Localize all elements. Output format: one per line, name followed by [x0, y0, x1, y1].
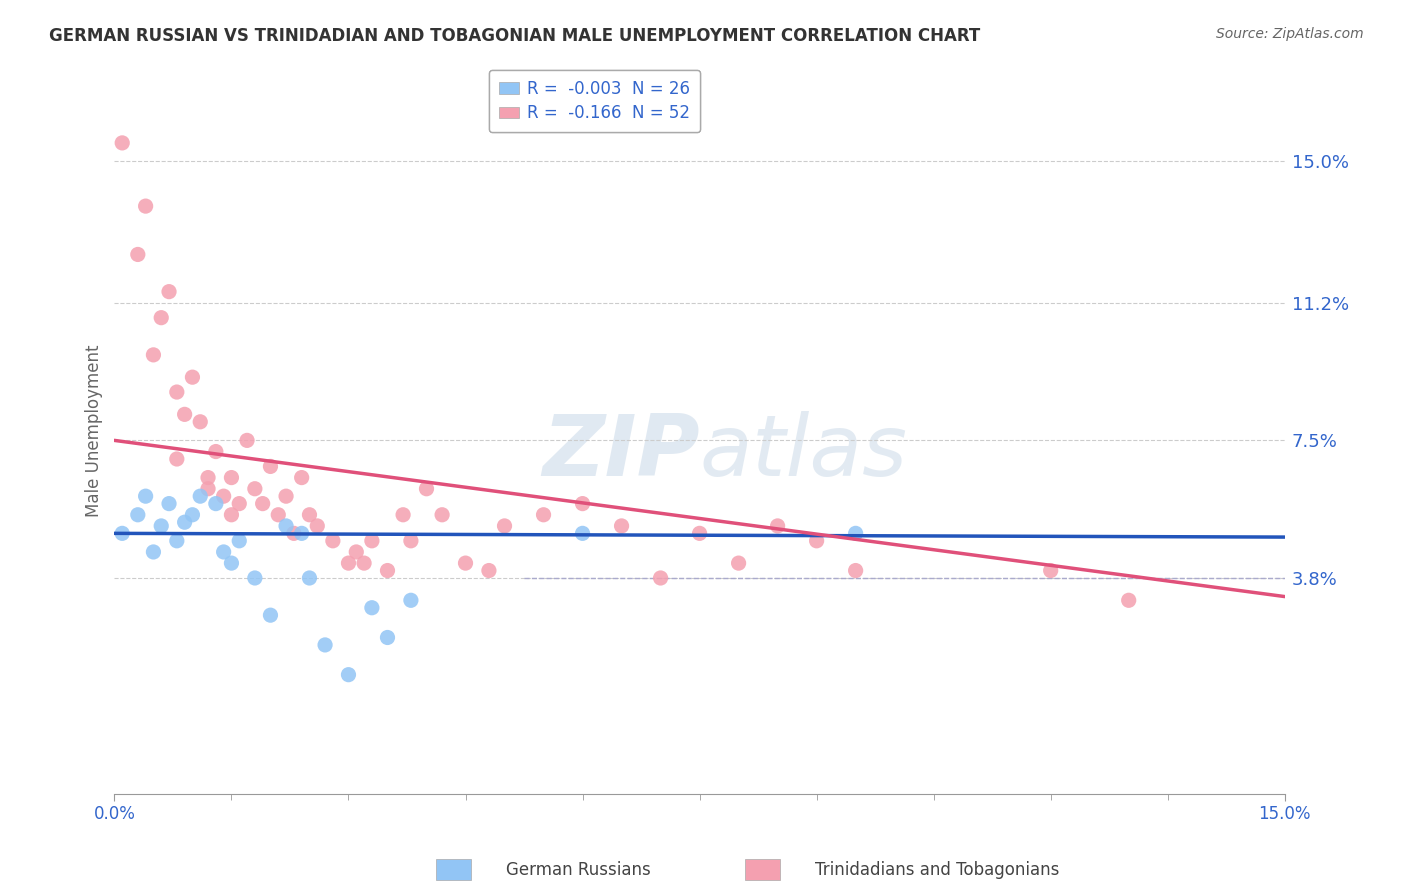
Point — [314, 638, 336, 652]
Point — [181, 508, 204, 522]
Point — [111, 136, 134, 150]
Point — [259, 459, 281, 474]
Point — [478, 564, 501, 578]
Point — [221, 508, 243, 522]
Point — [494, 519, 516, 533]
Point — [221, 470, 243, 484]
Point — [283, 526, 305, 541]
Point — [127, 508, 149, 522]
Point — [173, 408, 195, 422]
Point — [415, 482, 437, 496]
Text: German Russians: German Russians — [506, 861, 651, 879]
Point — [212, 489, 235, 503]
Point — [127, 247, 149, 261]
Point — [650, 571, 672, 585]
Point — [533, 508, 555, 522]
Point — [845, 564, 868, 578]
Point — [188, 415, 211, 429]
Point — [298, 508, 321, 522]
Point — [228, 533, 250, 548]
Point — [322, 533, 344, 548]
Point — [298, 571, 321, 585]
Point — [454, 556, 477, 570]
Point — [243, 482, 266, 496]
Legend: R =  -0.003  N = 26, R =  -0.166  N = 52: R = -0.003 N = 26, R = -0.166 N = 52 — [488, 70, 700, 132]
Point — [267, 508, 290, 522]
Point — [430, 508, 453, 522]
Text: ZIP: ZIP — [541, 411, 700, 494]
Point — [360, 600, 382, 615]
Point — [205, 444, 228, 458]
Y-axis label: Male Unemployment: Male Unemployment — [86, 345, 103, 517]
Point — [166, 385, 188, 400]
Point — [377, 564, 399, 578]
Point — [571, 497, 593, 511]
Point — [135, 489, 157, 503]
Point — [610, 519, 633, 533]
Point — [727, 556, 749, 570]
Point — [212, 545, 235, 559]
Point — [221, 556, 243, 570]
Point — [166, 452, 188, 467]
Point — [157, 285, 180, 299]
Point — [689, 526, 711, 541]
Point — [571, 526, 593, 541]
Point — [274, 489, 297, 503]
Point — [111, 526, 134, 541]
Point — [845, 526, 868, 541]
Point — [181, 370, 204, 384]
Text: atlas: atlas — [700, 411, 908, 494]
Point — [274, 519, 297, 533]
Point — [399, 593, 422, 607]
Text: Source: ZipAtlas.com: Source: ZipAtlas.com — [1216, 27, 1364, 41]
Point — [166, 533, 188, 548]
Point — [806, 533, 828, 548]
Point — [243, 571, 266, 585]
Point — [337, 667, 360, 681]
Point — [291, 470, 314, 484]
Point — [157, 497, 180, 511]
Point — [135, 199, 157, 213]
Text: Trinidadians and Tobagonians: Trinidadians and Tobagonians — [815, 861, 1060, 879]
Point — [205, 497, 228, 511]
Point — [188, 489, 211, 503]
Point — [344, 545, 367, 559]
Point — [142, 545, 165, 559]
Point — [377, 631, 399, 645]
Point — [337, 556, 360, 570]
Point — [291, 526, 314, 541]
Point — [197, 482, 219, 496]
Point — [353, 556, 375, 570]
Point — [197, 470, 219, 484]
Point — [142, 348, 165, 362]
Point — [259, 608, 281, 623]
Point — [1039, 564, 1062, 578]
Point — [173, 515, 195, 529]
Point — [399, 533, 422, 548]
Point — [150, 310, 173, 325]
Point — [307, 519, 329, 533]
Point — [150, 519, 173, 533]
Point — [236, 434, 259, 448]
Point — [392, 508, 415, 522]
Point — [766, 519, 789, 533]
Point — [360, 533, 382, 548]
Text: GERMAN RUSSIAN VS TRINIDADIAN AND TOBAGONIAN MALE UNEMPLOYMENT CORRELATION CHART: GERMAN RUSSIAN VS TRINIDADIAN AND TOBAGO… — [49, 27, 980, 45]
Point — [228, 497, 250, 511]
Point — [252, 497, 274, 511]
Point — [1118, 593, 1140, 607]
